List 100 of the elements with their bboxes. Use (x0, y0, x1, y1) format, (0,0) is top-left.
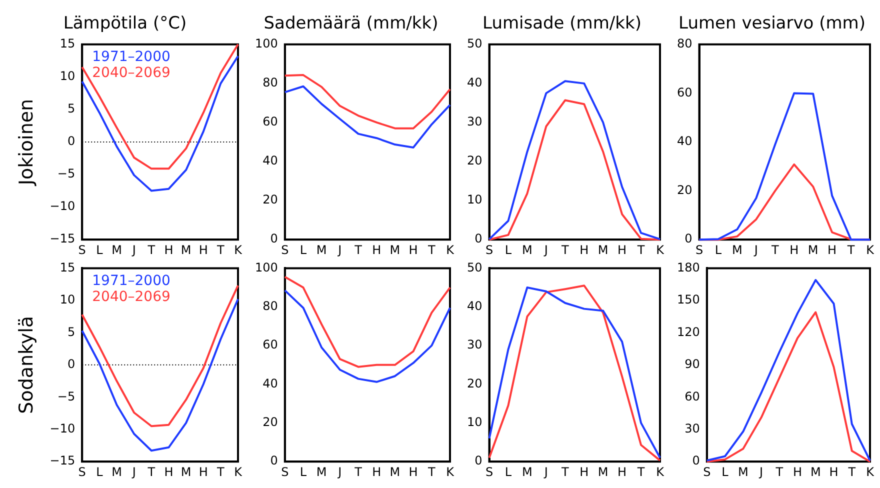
y-axis-title: Jokioinen (15, 98, 38, 186)
x-tick-label: T (216, 464, 226, 479)
y-tick-label: 20 (262, 192, 278, 207)
y-tick-label: 80 (262, 299, 278, 314)
x-tick-label: L (714, 242, 722, 257)
x-tick-label: M (112, 242, 122, 257)
y-tick-label: 0 (684, 232, 692, 246)
y-axis-title: Sodankylä (15, 316, 38, 414)
x-tick-label: T (426, 464, 436, 479)
chart-title: Sademäärä (mm/kk) (264, 14, 438, 34)
x-tick-label: L (96, 464, 104, 479)
y-tick-label: 0 (270, 454, 278, 468)
x-tick-label: M (522, 464, 532, 479)
x-tick-label: S (485, 242, 494, 257)
x-tick-label: K (446, 464, 456, 479)
x-tick-label: L (504, 464, 512, 479)
x-tick-label: H (792, 464, 802, 479)
y-tick-label: 100 (255, 36, 278, 51)
y-tick-label: 30 (466, 338, 482, 352)
x-tick-label: M (598, 242, 608, 257)
y-tick-label: 60 (262, 114, 278, 129)
y-tick-label: 40 (262, 376, 278, 390)
x-tick-label: M (112, 464, 122, 479)
y-tick-label: 5 (67, 102, 76, 116)
x-tick-label: J (543, 242, 548, 257)
y-tick-label: 40 (466, 299, 482, 314)
x-tick-label: S (485, 464, 494, 479)
x-tick-label: S (281, 242, 289, 257)
x-tick-label: T (636, 242, 646, 257)
y-tick-label: −10 (50, 199, 76, 214)
x-tick-label: L (300, 242, 307, 257)
series-label: 2040–2069 (92, 288, 170, 305)
y-tick-label: 0 (474, 454, 482, 468)
x-tick-label: S (281, 464, 289, 479)
y-tick-label: 10 (466, 415, 482, 430)
x-tick-label: S (78, 464, 86, 479)
x-tick-label: J (131, 242, 136, 257)
y-tick-label: −5 (57, 389, 76, 404)
x-tick-label: M (390, 464, 400, 479)
x-tick-label: M (316, 464, 327, 479)
y-tick-label: 30 (466, 114, 482, 129)
x-tick-label: J (337, 464, 342, 479)
x-tick-label: J (131, 464, 136, 479)
x-tick-label: M (316, 242, 327, 257)
chart-title: Lämpötila (°C) (63, 14, 187, 34)
x-tick-label: M (738, 464, 748, 479)
x-tick-label: H (828, 242, 837, 257)
y-tick-label: 20 (262, 415, 278, 430)
x-tick-label: L (96, 242, 104, 257)
y-tick-label: 5 (67, 324, 76, 339)
y-tick-label: 0 (692, 454, 700, 468)
x-tick-label: T (636, 464, 646, 479)
y-tick-label: 0 (67, 357, 76, 372)
x-tick-label: T (216, 242, 226, 257)
x-tick-label: K (656, 242, 666, 257)
y-tick-label: 90 (684, 357, 700, 372)
y-tick-label: 150 (677, 292, 700, 307)
x-tick-label: M (180, 242, 192, 257)
y-tick-label: 10 (60, 69, 76, 84)
x-tick-label: J (337, 242, 342, 257)
x-tick-label: H (372, 464, 382, 479)
x-tick-label: T (426, 242, 436, 257)
y-tick-label: 80 (676, 36, 692, 51)
y-tick-label: 10 (466, 192, 482, 207)
x-tick-label: L (722, 464, 729, 479)
x-tick-label: M (732, 242, 742, 257)
x-tick-label: M (598, 464, 608, 479)
y-tick-label: 40 (466, 76, 482, 90)
x-tick-label: T (560, 464, 570, 479)
y-tick-label: 0 (270, 232, 278, 246)
x-tick-label: T (146, 242, 156, 257)
y-tick-label: −15 (50, 454, 76, 468)
x-tick-label: K (656, 464, 666, 479)
x-tick-label: M (810, 464, 821, 479)
y-tick-label: 40 (262, 154, 278, 168)
y-tick-label: 50 (466, 36, 482, 51)
x-tick-label: H (618, 242, 627, 257)
y-tick-label: 10 (60, 292, 76, 307)
y-tick-label: 30 (684, 421, 700, 436)
x-tick-label: H (164, 242, 174, 257)
y-tick-label: 20 (466, 154, 482, 168)
x-tick-label: K (866, 242, 876, 257)
x-tick-label: M (180, 464, 192, 479)
x-tick-label: J (543, 464, 548, 479)
x-tick-label: H (580, 242, 589, 257)
x-tick-label: L (300, 464, 307, 479)
x-tick-label: H (372, 242, 382, 257)
x-tick-label: H (198, 242, 208, 257)
y-tick-label: −5 (57, 166, 76, 181)
y-tick-label: 15 (60, 260, 76, 274)
x-tick-label: S (695, 242, 704, 257)
x-tick-label: H (408, 242, 418, 257)
x-tick-label: K (866, 464, 876, 479)
y-tick-label: 100 (255, 260, 278, 274)
x-tick-label: T (146, 464, 156, 479)
x-tick-label: J (758, 464, 764, 479)
x-tick-label: H (829, 464, 838, 479)
chart-title: Lumisade (mm/kk) (482, 14, 642, 34)
x-tick-label: T (354, 464, 363, 479)
x-tick-label: T (354, 242, 363, 257)
